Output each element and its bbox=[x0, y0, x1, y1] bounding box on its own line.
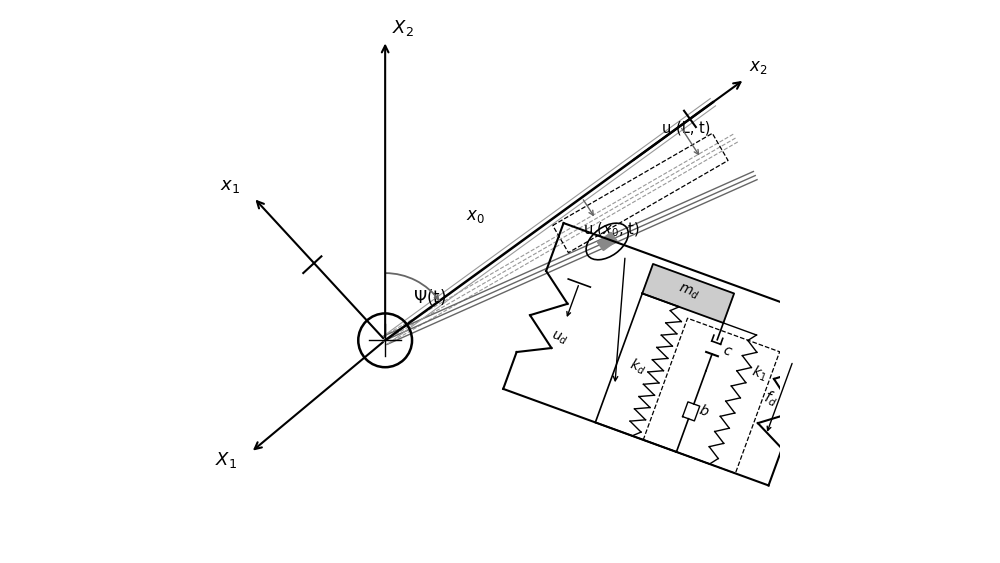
Text: $x_0$: $x_0$ bbox=[466, 208, 485, 225]
Text: $X_2$: $X_2$ bbox=[392, 18, 414, 38]
Text: $f_d$: $f_d$ bbox=[761, 387, 781, 410]
Polygon shape bbox=[642, 264, 734, 323]
Text: $u_d$: $u_d$ bbox=[549, 329, 570, 348]
Text: u (L, t): u (L, t) bbox=[662, 121, 711, 136]
Text: $m_d$: $m_d$ bbox=[676, 282, 701, 302]
Bar bbox=[597, 233, 617, 251]
Text: $b$: $b$ bbox=[697, 401, 711, 419]
Text: $\Psi$(t): $\Psi$(t) bbox=[413, 287, 446, 307]
Text: $c$: $c$ bbox=[720, 343, 734, 360]
Text: $X_1$: $X_1$ bbox=[215, 450, 237, 470]
Text: $k_d$: $k_d$ bbox=[627, 356, 649, 378]
Text: $x_2$: $x_2$ bbox=[749, 59, 768, 77]
Text: u ($x_0$, t): u ($x_0$, t) bbox=[583, 221, 640, 239]
Polygon shape bbox=[683, 402, 700, 421]
Text: $x_1$: $x_1$ bbox=[220, 177, 239, 195]
Text: $k_1$: $k_1$ bbox=[749, 363, 769, 385]
